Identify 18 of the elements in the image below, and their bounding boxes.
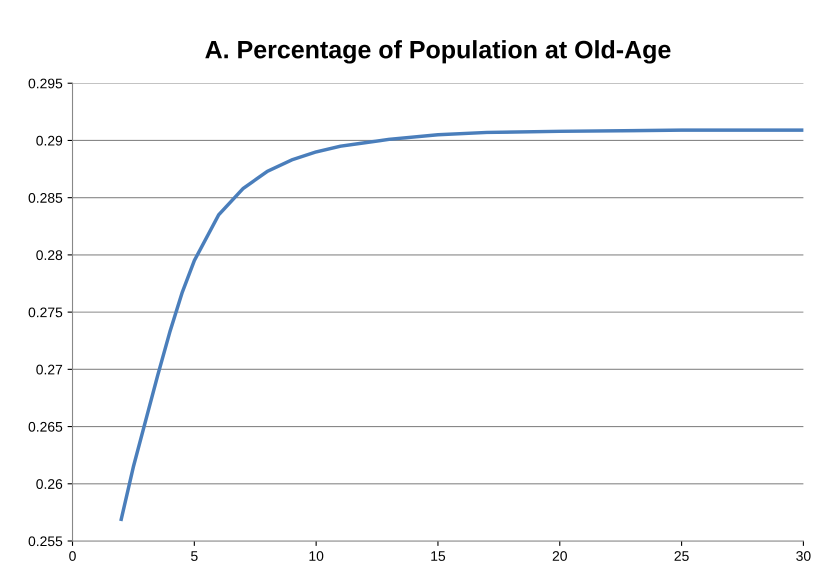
y-tick-label: 0.285 (28, 193, 62, 203)
x-tick-label: 0 (69, 551, 76, 561)
y-tick-label: 0.275 (28, 307, 62, 318)
chart-title: A. Percentage of Population at Old-Age (205, 40, 670, 64)
x-tick-label: 5 (191, 551, 198, 561)
x-tick-label: 15 (431, 551, 446, 561)
y-tick-label: 0.265 (28, 422, 62, 432)
x-tick-label: 10 (309, 551, 324, 561)
y-tick-label: 0.29 (36, 136, 62, 146)
y-tick-label: 0.28 (36, 250, 62, 260)
x-tick-label: 20 (552, 551, 567, 561)
line-series (120, 128, 804, 521)
y-tick-label: 0.255 (28, 536, 62, 546)
x-tick-label: 25 (674, 551, 689, 561)
y-tick-label: 0.27 (36, 364, 62, 375)
x-tick-label: 30 (796, 551, 811, 561)
y-tick-label: 0.295 (28, 78, 62, 88)
y-tick-label: 0.26 (36, 479, 62, 489)
